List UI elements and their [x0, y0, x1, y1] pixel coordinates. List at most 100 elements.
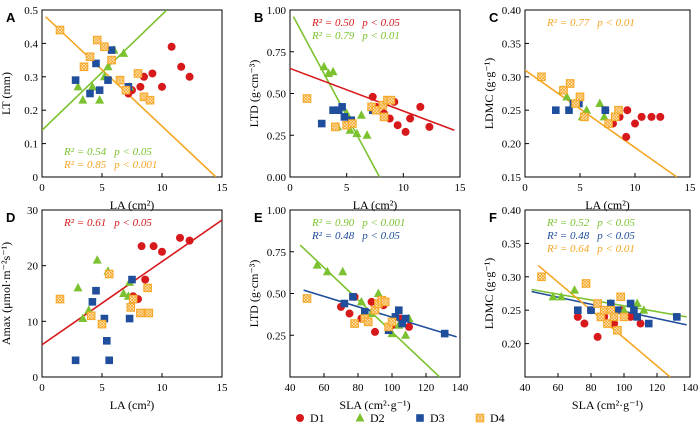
point-D3	[86, 89, 94, 98]
y-tick-label: 0.15	[502, 172, 522, 184]
point-D2	[562, 91, 572, 101]
point-D2	[639, 305, 649, 314]
point-D4	[580, 112, 589, 122]
point-D2	[352, 128, 362, 138]
panel-label: C	[489, 10, 499, 25]
point-D2	[619, 305, 629, 314]
point-D3	[71, 76, 80, 84]
legend-marker-D4	[475, 413, 485, 423]
x-tick-label: 10	[157, 382, 169, 394]
point-D4	[143, 283, 152, 293]
point-D1	[416, 102, 425, 111]
stat-annotation-D2: R² = 0.79 p < 0.01	[311, 30, 400, 42]
point-D2	[73, 81, 83, 91]
point-D4	[378, 100, 388, 110]
point-D3	[95, 86, 104, 94]
point-D1	[137, 242, 146, 251]
y-tick-label: 10	[27, 316, 39, 328]
panel-label: A	[6, 10, 16, 25]
point-D1	[425, 122, 434, 131]
point-D4	[86, 311, 96, 321]
legend: D1 D2 D3 D4	[296, 411, 505, 425]
point-D1	[626, 312, 635, 321]
x-axis-label: SLA (cm²·g⁻¹)	[339, 398, 410, 412]
plot-area	[525, 69, 678, 177]
point-D4	[331, 122, 340, 132]
point-D1	[345, 309, 354, 318]
y-tick-label: 20	[27, 261, 39, 273]
panel-A: A 0 5 10 15 0 0.1 0.2 0.3 0.4 0.5 LA (cm²) LT (mm) R²…	[0, 5, 228, 212]
point-D1	[623, 106, 632, 115]
plot-frame	[524, 9, 691, 178]
point-D3	[340, 113, 349, 121]
plot-area	[42, 219, 222, 365]
point-D3	[630, 306, 638, 314]
point-D1	[393, 121, 402, 130]
point-D4	[92, 35, 102, 45]
stat-annotation-D1: R² = 0.50 p < 0.05	[311, 17, 400, 29]
y-axis-label: LDMC (g·g⁻¹)	[482, 258, 496, 330]
y-tick-label: 0.00	[267, 172, 287, 184]
legend-item-D3: D3	[416, 411, 445, 425]
x-axis-label: LA (cm²)	[585, 198, 630, 212]
point-D3	[340, 299, 349, 308]
point-D4	[619, 312, 629, 322]
point-D4	[55, 25, 65, 35]
point-D4	[121, 85, 131, 95]
x-tick-label: 10	[157, 182, 169, 194]
point-D3	[401, 314, 410, 323]
fit-line-D2	[292, 16, 381, 177]
point-D2	[338, 266, 348, 276]
point-D2	[548, 291, 558, 301]
point-D1	[158, 247, 166, 256]
legend-label-D3: D3	[430, 411, 445, 425]
point-D4	[104, 269, 114, 279]
point-D4	[126, 303, 136, 312]
point-D1	[637, 112, 646, 121]
point-D2	[73, 282, 83, 292]
x-tick-label: 5	[577, 182, 583, 194]
point-D2	[119, 288, 129, 297]
point-D4	[100, 42, 109, 52]
x-tick-label: 10	[398, 182, 410, 194]
point-D4	[133, 69, 143, 78]
point-D3	[338, 103, 346, 111]
point-D4	[616, 292, 626, 302]
plot-frame	[41, 9, 223, 178]
y-axis-label: LTD (g·cm⁻³)	[247, 60, 261, 128]
y-tick-label: 0.75	[267, 247, 287, 259]
point-D2	[582, 105, 592, 114]
point-D3	[105, 356, 113, 365]
panel-B: B 0 5 10 15 0.00 0.25 0.50 0.75 1.00 LA (cm²) LTD (…	[247, 5, 466, 212]
point-D3	[317, 119, 326, 128]
x-axis-label: SLA (cm²·g⁻¹)	[572, 398, 643, 412]
legend-marker-D2	[355, 413, 365, 422]
stat-annotation-D4: R² = 0.64 p < 0.01	[546, 243, 635, 255]
plot-frame	[524, 209, 691, 378]
x-tick-label: 140	[452, 382, 469, 394]
point-D3	[88, 298, 97, 306]
point-D2	[632, 298, 642, 308]
point-D3	[329, 106, 337, 114]
plot-frame	[41, 209, 223, 378]
point-D2	[556, 291, 566, 301]
x-tick-label: 0	[287, 182, 293, 194]
point-D3	[613, 306, 622, 314]
point-D1	[148, 69, 157, 78]
point-D1	[141, 275, 150, 284]
x-tick-label: 10	[630, 182, 642, 194]
point-D4	[302, 294, 312, 303]
point-D4	[604, 119, 613, 128]
y-tick-label: 1.00	[267, 5, 287, 17]
point-D3	[107, 46, 116, 54]
panel-F: F 40 60 80 100 120 140 0.20 0.25 0.30 0.35 0.40 SLA …	[482, 205, 699, 412]
point-D3	[349, 293, 357, 301]
point-D2	[599, 111, 609, 121]
point-D3	[633, 313, 641, 321]
stat-annotation-D1: R² = 0.61 p < 0.05	[63, 217, 152, 229]
point-D1	[656, 112, 665, 121]
y-tick-label: 0.25	[267, 130, 287, 142]
point-D2	[103, 61, 113, 71]
point-D1	[185, 72, 194, 81]
